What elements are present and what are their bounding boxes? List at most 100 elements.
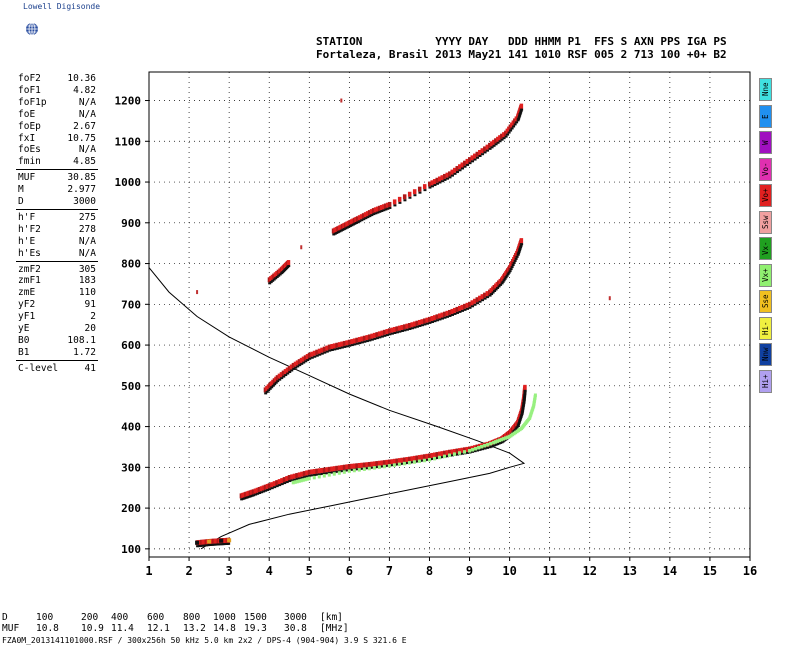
trace-point: [405, 328, 409, 331]
trace-point: [208, 544, 212, 547]
trace-point: [350, 224, 354, 227]
trace-point: [359, 214, 364, 220]
trace-point: [448, 171, 452, 177]
trace-point: [367, 461, 372, 467]
trace-point: [382, 464, 386, 469]
trace-point: [270, 386, 274, 389]
trace-point: [285, 367, 290, 373]
trace-point: [263, 484, 268, 490]
trace-point: [440, 451, 444, 457]
trace-point: [353, 343, 357, 346]
trace-point: [209, 543, 213, 546]
trace-point: [427, 316, 432, 322]
legend-label: Vx-: [761, 241, 770, 256]
trace-point: [393, 204, 397, 207]
trace-point: [365, 211, 370, 217]
trace-point: [440, 175, 444, 181]
trace-point: [438, 318, 442, 321]
trace-point: [227, 542, 231, 545]
trace-point: [520, 108, 524, 111]
trace-point: [395, 463, 399, 466]
trace-point: [502, 132, 506, 138]
trace-point: [465, 302, 470, 308]
y-tick-label: 800: [121, 258, 141, 271]
trace-point: [504, 276, 508, 279]
trace-point: [453, 172, 457, 175]
trace-point: [476, 449, 480, 452]
param-value: 20: [84, 323, 96, 334]
trace-point: [271, 279, 275, 282]
trace-point: [355, 216, 360, 222]
trace-point: [312, 475, 316, 480]
trace-point: [370, 461, 374, 467]
trace-point: [515, 121, 519, 124]
trace-point: [244, 496, 248, 499]
trace-point: [456, 311, 460, 314]
trace-point: [448, 453, 451, 458]
trace-point: [384, 208, 388, 211]
y-tick-label: 100: [121, 543, 141, 556]
param-row: B1 1.72: [18, 347, 96, 358]
trace-point: [280, 377, 284, 380]
trace-point: [363, 212, 368, 218]
trace-point: [420, 454, 424, 460]
param-value: 183: [78, 275, 96, 287]
param-row: fxI 10.75: [18, 133, 96, 144]
trace-point: [325, 345, 329, 351]
trace-point: [375, 466, 379, 469]
trace-point: [514, 257, 518, 260]
param-key: C-level: [18, 362, 59, 374]
trace-point: [422, 454, 427, 460]
trace-point: [492, 440, 496, 445]
trace-point: [423, 323, 427, 326]
x-tick-label: 13: [623, 564, 637, 578]
trace-point: [320, 347, 324, 353]
trace-point: [519, 238, 524, 244]
trace-point: [385, 334, 389, 337]
profile-curve: [148, 267, 526, 550]
trace-point: [500, 138, 504, 141]
trace-point: [350, 339, 354, 345]
trace-point: [290, 369, 294, 372]
param-key: zmE: [18, 287, 36, 299]
trace-point: [310, 351, 314, 357]
trace-point: [480, 148, 485, 154]
trace-point: [368, 339, 372, 342]
trace-point: [476, 302, 480, 305]
param-key: B1: [18, 346, 30, 358]
trace-point: [268, 282, 272, 285]
trace-point: [486, 149, 490, 152]
trace-point: [504, 135, 508, 138]
trace-point: [357, 337, 362, 343]
trace-point: [310, 356, 314, 359]
trace-point: [521, 406, 525, 409]
trace-point: [300, 362, 304, 365]
trace-point: [455, 306, 460, 312]
footer-value: 3000: [284, 612, 307, 623]
trace-point: [355, 463, 359, 469]
trace-point: [300, 476, 304, 479]
trace-point: [392, 326, 397, 332]
trace-point: [395, 326, 399, 332]
trace-point: [512, 261, 516, 264]
trace-point: [313, 355, 317, 358]
trace-point: [337, 342, 342, 348]
param-value: 2.977: [67, 184, 96, 196]
param-key: zmF2: [18, 263, 41, 275]
trace-point: [451, 174, 455, 177]
footer-value: 10.9: [81, 623, 104, 634]
trace-point: [357, 468, 361, 472]
trace-point: [445, 172, 449, 178]
trace-point: [483, 151, 487, 154]
trace-point: [258, 491, 262, 494]
trace-point: [523, 394, 527, 397]
trace-point: [261, 485, 266, 491]
trace-point: [413, 194, 417, 197]
trace-point: [514, 427, 518, 430]
legend-item-vo-: Vo-: [759, 157, 772, 181]
trace-point: [358, 220, 362, 223]
trace-point: [400, 324, 404, 330]
trace-point: [473, 158, 477, 161]
trace-point: [375, 332, 379, 338]
trace-point: [505, 274, 509, 277]
